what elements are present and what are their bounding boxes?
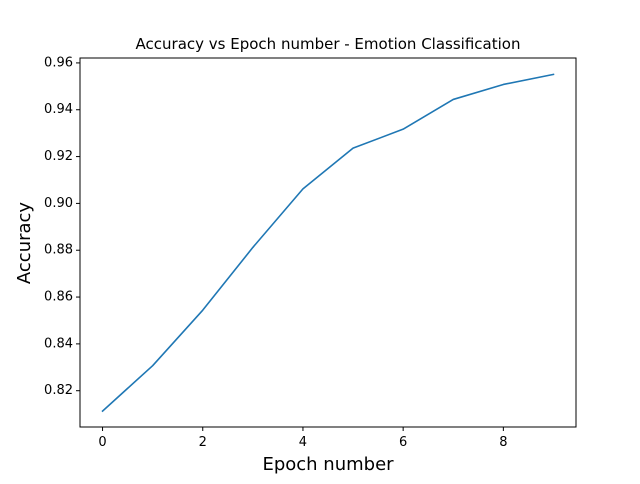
y-tick-label: 0.86 xyxy=(44,290,73,305)
x-tick-label: 2 xyxy=(199,435,207,450)
y-tick-label: 0.88 xyxy=(44,243,73,258)
y-axis: 0.82 0.84 0.86 0.88 0.90 0.92 0.94 0.96 xyxy=(44,55,80,398)
x-tick-label: 8 xyxy=(499,435,507,450)
y-tick-label: 0.94 xyxy=(44,102,73,117)
series-layer xyxy=(101,73,555,413)
y-axis-title: Accuracy xyxy=(14,202,35,285)
y-tick-label: 0.92 xyxy=(44,149,73,164)
plot-area: 0.82 0.84 0.86 0.88 0.90 0.92 0.94 0.96 0 2 4 6 8 xyxy=(44,55,577,450)
y-tick-label: 0.90 xyxy=(44,196,73,211)
x-tick-label: 0 xyxy=(98,435,106,450)
y-tick-label: 0.96 xyxy=(44,55,73,70)
axes-frame xyxy=(79,57,577,428)
chart-title: Accuracy vs Epoch number - Emotion Class… xyxy=(136,35,521,53)
y-tick-label: 0.82 xyxy=(44,383,73,398)
x-tick-label: 4 xyxy=(299,435,307,450)
x-axis: 0 2 4 6 8 xyxy=(98,427,507,450)
x-tick-label: 6 xyxy=(399,435,407,450)
x-axis-title: Epoch number xyxy=(262,454,394,475)
y-tick-label: 0.84 xyxy=(44,336,73,351)
series-line-0 xyxy=(101,73,555,413)
